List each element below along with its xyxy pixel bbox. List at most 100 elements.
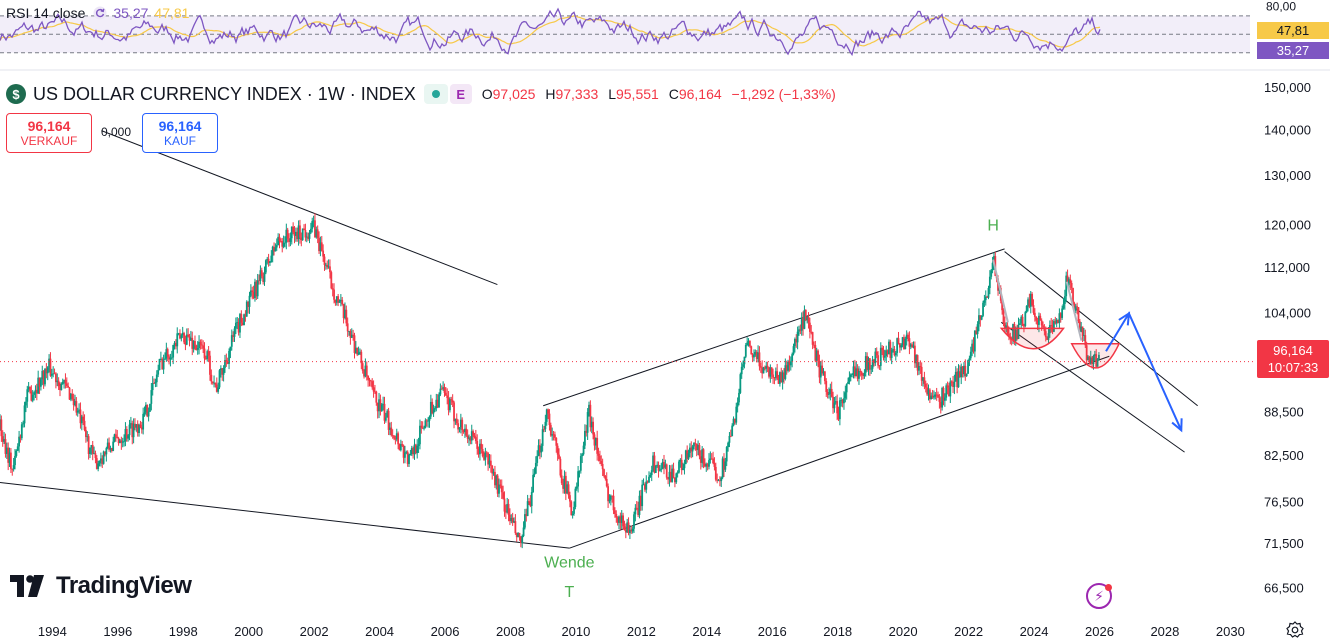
price-axis[interactable]: 150,000 140,000 130,000 120,000 112,000 104,0… — [1264, 80, 1311, 595]
candle-body — [860, 372, 863, 376]
candle-body — [913, 345, 916, 364]
candle-body — [697, 445, 699, 451]
candle-body — [180, 335, 183, 339]
candle-body — [657, 464, 660, 471]
candle-body — [258, 280, 260, 282]
buy-button[interactable]: 96,164 KAUF — [142, 113, 218, 153]
candle-body — [495, 475, 498, 486]
candle-body — [371, 381, 374, 388]
candle-body — [457, 423, 460, 430]
candle-body — [718, 480, 721, 482]
events-badge[interactable]: E — [449, 84, 472, 104]
candle-body — [675, 473, 678, 483]
candle-body — [912, 345, 915, 348]
candle-body — [164, 358, 166, 360]
candle-body — [724, 461, 727, 470]
candle-body — [1061, 308, 1064, 318]
candle-body — [885, 350, 888, 356]
candle-body — [691, 446, 694, 452]
tradingview-logo[interactable]: TradingView — [10, 572, 192, 600]
candle-body — [342, 304, 345, 319]
candle-body — [282, 242, 285, 247]
candle-body — [477, 448, 480, 455]
candle-body — [528, 501, 530, 502]
x-tick-label: 2014 — [692, 624, 721, 639]
candle-body — [209, 355, 211, 375]
low-key: L — [608, 86, 616, 102]
candle-body — [82, 416, 85, 421]
candle-body — [389, 427, 391, 430]
candle-body — [615, 513, 618, 518]
candle-body — [245, 301, 248, 317]
candle-body — [1042, 325, 1044, 328]
candle-body — [946, 385, 949, 388]
candle-body — [909, 344, 912, 347]
candle-body — [1076, 306, 1079, 308]
candle-body — [432, 409, 435, 414]
candle-body — [631, 528, 634, 532]
candle-body — [69, 393, 72, 400]
candle-body — [177, 333, 180, 335]
symbol-header: $ US DOLLAR CURRENCY INDEX · 1W · INDEX … — [6, 83, 842, 105]
sell-button[interactable]: 96,164 VERKAUF — [6, 113, 92, 153]
candle-body — [20, 424, 23, 439]
candle-body — [599, 455, 601, 461]
candle-body — [487, 453, 490, 465]
buy-price: 96,164 — [158, 117, 202, 134]
candle-body — [664, 464, 667, 468]
candle-body — [297, 225, 300, 240]
candle-body — [723, 458, 725, 470]
candle-body — [544, 421, 547, 430]
gear-icon[interactable] — [1286, 621, 1304, 639]
candle-body — [221, 368, 224, 375]
candle-body — [453, 402, 455, 422]
symbol-title[interactable]: US DOLLAR CURRENCY INDEX · 1W · INDEX — [33, 83, 416, 104]
candle-body — [236, 322, 239, 323]
y-tick-label: 120,000 — [1264, 217, 1311, 232]
candle-body — [874, 351, 877, 364]
rsi-pane: 80,00 — [0, 0, 1330, 71]
y-tick-label: 71,500 — [1264, 536, 1304, 551]
lightning-icon[interactable]: ⚡ — [1086, 583, 1112, 609]
candle-body — [243, 314, 245, 326]
candle-body — [878, 365, 881, 367]
candle-body — [395, 433, 398, 440]
candle-body — [957, 371, 960, 388]
candle-body — [712, 458, 714, 464]
candle-body — [990, 270, 993, 277]
dollar-sign-icon[interactable]: $ — [6, 84, 26, 104]
candle-body — [151, 383, 154, 391]
candle-body — [1091, 357, 1094, 364]
candle-body — [898, 343, 901, 348]
candle-body — [819, 365, 822, 378]
candle-body — [181, 333, 184, 336]
candle-body — [1001, 300, 1004, 311]
candle-body — [198, 341, 200, 348]
candle-body — [140, 427, 143, 430]
candle-body — [409, 454, 412, 455]
time-axis[interactable]: 1994 1996 1998 2000 2002 2004 2006 2008 2010 2012… — [38, 624, 1245, 639]
rsi-legend[interactable]: RSI 14 close 35,27 47,81 — [6, 5, 189, 21]
candle-body — [222, 367, 225, 375]
candle-body — [682, 468, 684, 471]
candle-body — [703, 463, 706, 467]
candle-body — [533, 473, 536, 475]
x-tick-label: 2010 — [561, 624, 590, 639]
refresh-icon[interactable] — [93, 6, 107, 20]
candle-body — [157, 370, 160, 375]
candle-body — [856, 368, 859, 379]
candle-body — [345, 309, 348, 324]
candle-body — [780, 372, 783, 383]
candle-body — [554, 434, 556, 438]
candle-body — [1038, 315, 1040, 325]
candle-body — [300, 237, 303, 241]
x-tick-label: 2024 — [1020, 624, 1049, 639]
candle-body — [97, 463, 100, 469]
candle-body — [405, 451, 408, 453]
market-status-icon[interactable] — [423, 84, 448, 104]
candle-body — [650, 470, 653, 476]
candle-body — [665, 464, 668, 478]
candle-body — [663, 461, 665, 468]
candle-body — [1066, 275, 1069, 285]
